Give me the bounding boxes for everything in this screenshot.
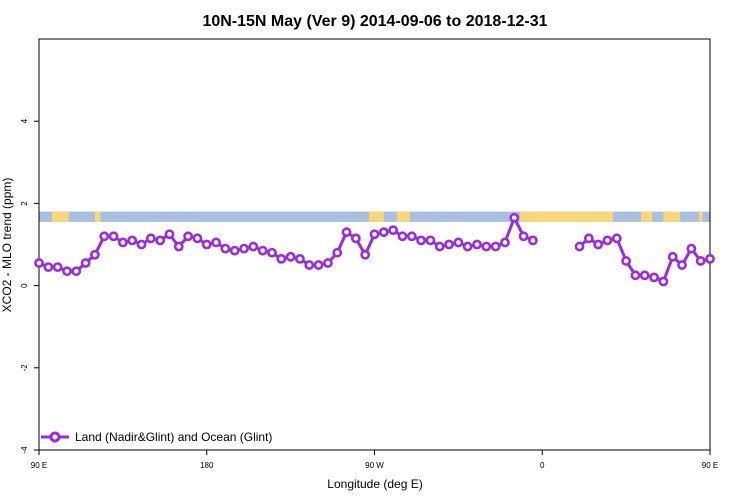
- data-point: [192, 233, 203, 244]
- data-point: [323, 258, 333, 268]
- data-point: [80, 258, 91, 268]
- data-point: [285, 251, 296, 262]
- data-point: [360, 249, 371, 260]
- data-point: [257, 245, 268, 256]
- data-point: [481, 241, 492, 252]
- data-point: [313, 260, 324, 270]
- data-point: [350, 233, 361, 244]
- data-point: [332, 247, 343, 258]
- data-point: [472, 239, 482, 250]
- data-point: [406, 231, 417, 242]
- data-point: [444, 239, 454, 250]
- y-tick-label: 4: [20, 118, 29, 123]
- data-point: [34, 258, 44, 268]
- data-point: [611, 233, 622, 244]
- land-segment: [698, 211, 703, 222]
- series-layer: [34, 212, 715, 287]
- data-point: [108, 231, 119, 242]
- data-point: [220, 243, 231, 254]
- legend-marker: [49, 431, 61, 443]
- data-point: [695, 256, 706, 266]
- data-point: [602, 235, 613, 246]
- land-segment: [368, 211, 384, 222]
- data-point: [462, 241, 473, 252]
- data-point: [173, 241, 184, 252]
- x-tick-label: 90 E: [31, 461, 47, 470]
- y-tick-label: 0: [20, 283, 29, 288]
- data-point: [583, 233, 594, 244]
- land-segment: [52, 211, 69, 222]
- data-point: [267, 247, 277, 258]
- data-point: [211, 237, 221, 248]
- data-point: [155, 235, 166, 246]
- data-point: [388, 225, 399, 236]
- data-point: [453, 237, 464, 248]
- data-point: [248, 241, 259, 252]
- data-point: [621, 256, 632, 266]
- data-point: [117, 237, 128, 248]
- data-point: [490, 241, 501, 252]
- data-point: [639, 270, 650, 281]
- land-segment: [663, 211, 681, 222]
- data-point: [304, 260, 315, 270]
- data-point: [677, 260, 687, 270]
- y-axis: -4 -2 0 2 4: [20, 118, 39, 454]
- land-segment: [519, 211, 614, 222]
- data-point: [99, 231, 110, 242]
- data-point: [71, 266, 82, 277]
- data-point: [43, 262, 54, 273]
- data-point: [164, 229, 175, 240]
- y-tick-label: 2: [20, 201, 29, 206]
- data-point: [425, 235, 436, 246]
- x-axis-label: Longitude (deg E): [327, 477, 422, 491]
- data-point: [434, 241, 445, 252]
- data-point: [369, 229, 380, 240]
- x-tick-label: 0: [540, 461, 545, 470]
- data-point: [239, 243, 249, 254]
- x-tick-label: 90 W: [365, 461, 384, 470]
- data-point: [574, 241, 585, 252]
- data-point: [528, 235, 538, 246]
- data-point: [295, 253, 305, 264]
- data-point: [705, 253, 715, 264]
- data-point: [658, 276, 669, 287]
- data-point: [229, 245, 240, 256]
- x-axis: 90 E 180 90 W 0 90 E: [31, 450, 718, 470]
- data-point: [630, 270, 641, 281]
- data-point: [145, 233, 156, 244]
- x-tick-label: 90 E: [702, 461, 718, 470]
- data-point: [201, 239, 212, 250]
- data-point: [416, 235, 426, 246]
- data-point: [500, 237, 510, 248]
- data-point: [509, 212, 520, 223]
- land-ocean-strip: [39, 211, 710, 222]
- data-point: [593, 239, 604, 250]
- data-point: [276, 253, 287, 264]
- land-segment: [94, 211, 101, 222]
- data-point: [136, 239, 147, 250]
- legend-label: Land (Nadir&Glint) and Ocean (Glint): [75, 430, 272, 444]
- y-tick-label: -4: [20, 446, 29, 454]
- x-tick-label: 180: [200, 461, 214, 470]
- data-point: [52, 262, 63, 273]
- y-axis-label: XCO2 - MLO trend (ppm): [0, 178, 14, 313]
- data-point: [62, 266, 72, 277]
- land-segment: [641, 211, 653, 222]
- data-point: [378, 227, 389, 238]
- data-point: [667, 251, 678, 262]
- data-point: [397, 231, 408, 242]
- data-point: [341, 227, 352, 238]
- y-tick-label: -2: [20, 364, 29, 372]
- data-point: [518, 231, 529, 242]
- data-point: [686, 243, 697, 254]
- legend: Land (Nadir&Glint) and Ocean (Glint): [41, 430, 272, 444]
- data-point: [183, 231, 194, 242]
- chart-title: 10N-15N May (Ver 9) 2014-09-06 to 2018-1…: [202, 13, 547, 30]
- data-point: [127, 235, 138, 246]
- data-point: [649, 272, 659, 283]
- data-point: [90, 249, 100, 260]
- land-segment: [396, 211, 410, 222]
